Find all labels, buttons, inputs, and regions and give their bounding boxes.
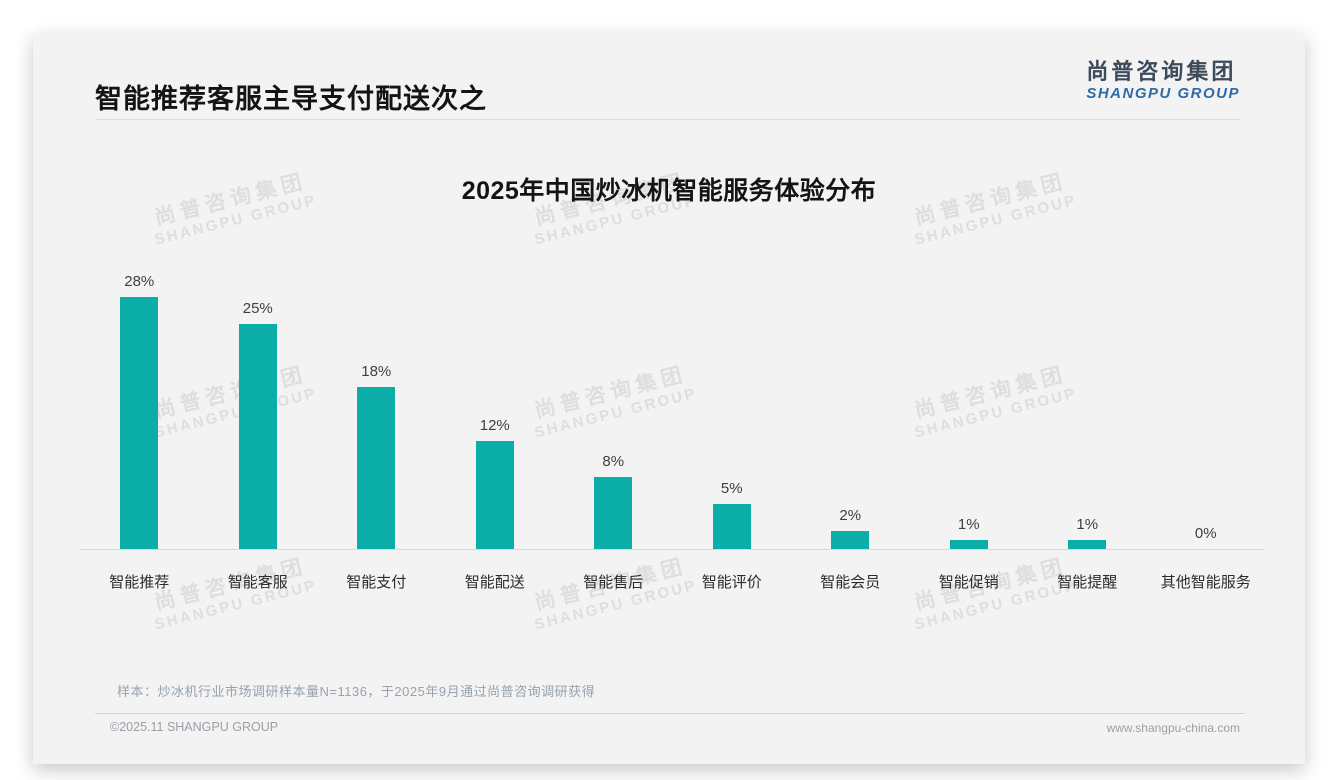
- bar-slot: 5%: [673, 480, 792, 549]
- category-label: 智能支付: [346, 574, 407, 591]
- bar-slot: 1%: [910, 516, 1029, 549]
- category-label: 其他智能服务: [1160, 574, 1251, 591]
- sample-footnote: 样本：炒冰机行业市场调研样本量N=1136，于2025年9月通过尚普咨询调研获得: [117, 684, 596, 699]
- bar: [120, 297, 159, 549]
- bar-value-label: 0%: [1194, 525, 1217, 542]
- bar-slot: 0%: [1147, 525, 1266, 549]
- header-divider: [95, 119, 1241, 120]
- category-axis: 智能推荐 智能客服 智能支付 智能配送 智能售后 智能评价 智能会员 智能促销 智能提醒 其他智能…: [80, 571, 1265, 592]
- category-label: 智能客服: [227, 574, 288, 591]
- bar-slot: 18%: [317, 363, 436, 549]
- shangpu-logo: 尚普咨询集团 SHANGPU GROUP: [1086, 59, 1240, 103]
- bar-slot: 12%: [436, 417, 555, 549]
- bar-value-label: 12%: [479, 417, 510, 434]
- bar: [238, 324, 277, 549]
- bar-chart-plot: 28% 25% 18% 12% 8% 5% 2% 1% 1% 0%: [80, 268, 1265, 550]
- bar: [1068, 540, 1107, 549]
- bar: [475, 441, 514, 549]
- footer-copyright: ©2025.11 SHANGPU GROUP: [110, 720, 279, 734]
- category-label: 智能配送: [464, 574, 525, 591]
- logo-english-text: SHANGPU GROUP: [1086, 85, 1240, 102]
- chart-title: 2025年中国炒冰机智能服务体验分布: [461, 177, 877, 205]
- watermark: 尚普咨询集团 SHANGPU GROUP: [891, 549, 1095, 638]
- bar-slot: 8%: [554, 453, 673, 549]
- category-label: 智能售后: [583, 574, 644, 591]
- watermark: 尚普咨询集团 SHANGPU GROUP: [131, 549, 335, 638]
- bar: [357, 387, 396, 549]
- watermark: 尚普咨询集团 SHANGPU GROUP: [511, 549, 715, 638]
- bar-slot: 28%: [80, 273, 199, 549]
- logo-chinese-text: 尚普咨询集团: [1086, 59, 1237, 84]
- footer-website: www.shangpu-china.com: [1106, 721, 1240, 735]
- slide-card: 智能推荐客服主导支付配送次之 尚普咨询集团 SHANGPU GROUP 尚普咨询…: [33, 33, 1305, 764]
- category-label: 智能提醒: [1057, 574, 1118, 591]
- bar-slot: 2%: [791, 507, 910, 549]
- bar: [949, 540, 988, 549]
- category-label: 智能推荐: [109, 574, 170, 591]
- bar-value-label: 1%: [957, 516, 980, 533]
- bar-slot: 25%: [199, 300, 318, 549]
- bar-value-label: 1%: [1076, 516, 1099, 533]
- bar-value-label: 2%: [839, 507, 862, 524]
- bar-value-label: 28%: [124, 273, 155, 290]
- footer-divider: [95, 713, 1245, 714]
- bar-value-label: 18%: [361, 363, 392, 380]
- bar-value-label: 25%: [242, 300, 273, 317]
- page-title: 智能推荐客服主导支付配送次之: [95, 84, 487, 114]
- bar: [712, 504, 751, 549]
- category-label: 智能促销: [938, 574, 999, 591]
- category-label: 智能会员: [820, 574, 881, 591]
- bar: [831, 531, 870, 549]
- bar-value-label: 5%: [720, 480, 743, 497]
- category-label: 智能评价: [701, 574, 762, 591]
- bar: [594, 477, 633, 549]
- bar-value-label: 8%: [602, 453, 625, 470]
- bar-slot: 1%: [1028, 516, 1147, 549]
